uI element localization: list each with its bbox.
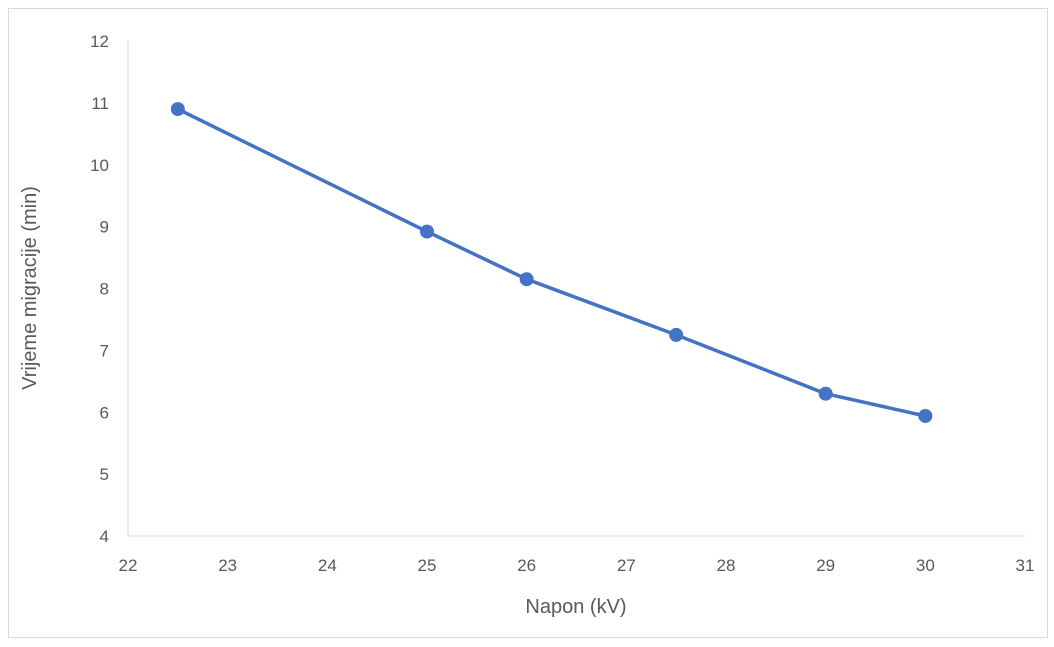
x-tick-label: 31 <box>1016 556 1035 575</box>
series-line <box>176 107 928 418</box>
data-point <box>420 224 434 239</box>
x-tick-label: 23 <box>218 556 237 575</box>
x-tick-label: 24 <box>318 556 337 575</box>
data-point <box>669 327 684 342</box>
y-tick-labels: 4 5 6 7 8 9 10 11 12 <box>90 32 109 546</box>
y-axis-title: Vrijeme migracije (min) <box>19 186 41 390</box>
y-tick-label: 5 <box>100 465 109 484</box>
x-tick-label: 26 <box>517 556 536 575</box>
x-tick-label: 22 <box>119 556 138 575</box>
y-tick-label: 6 <box>100 403 109 422</box>
x-tick-label: 29 <box>816 556 835 575</box>
data-point <box>519 272 534 287</box>
series-layer <box>170 102 933 423</box>
y-tick-label: 8 <box>100 280 109 299</box>
x-tick-label: 25 <box>418 556 437 575</box>
y-tick-label: 10 <box>90 156 109 175</box>
x-tick-label: 27 <box>617 556 636 575</box>
y-tick-label: 7 <box>100 341 109 360</box>
data-point <box>918 408 933 423</box>
x-axis-title: Napon (kV) <box>525 596 626 618</box>
y-tick-label: 9 <box>100 218 109 237</box>
data-point <box>818 386 833 401</box>
y-tick-label: 11 <box>91 94 109 113</box>
x-tick-label: 28 <box>717 556 736 575</box>
x-tick-labels: 22 23 24 25 26 27 28 29 30 31 <box>119 556 1035 575</box>
data-point <box>170 102 185 117</box>
y-tick-label: 12 <box>90 32 109 51</box>
y-tick-label: 4 <box>100 527 109 546</box>
chart-frame: 4 5 6 7 8 9 10 11 12 22 23 24 25 26 27 28 29 30 31 Napon … <box>8 8 1048 638</box>
x-tick-label: 30 <box>916 556 935 575</box>
